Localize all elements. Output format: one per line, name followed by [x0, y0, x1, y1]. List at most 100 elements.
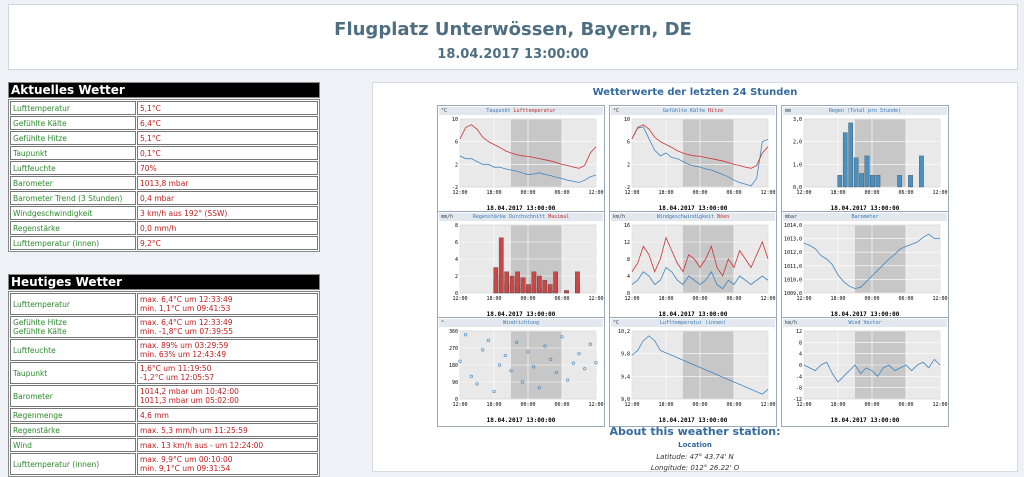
- row-label: Luftfeuchte: [10, 161, 136, 175]
- x-tick-label: 00:00: [692, 296, 707, 302]
- row-value: max. 6,4°C um 12:33:49 min. -1,8°C um 07:…: [137, 316, 318, 338]
- row-value: 4,6 mm: [137, 408, 318, 422]
- bar: [531, 271, 537, 294]
- chart-title-a: Lufttemperatur (innen): [659, 320, 727, 326]
- row-value-line: max. 6,4°C um 12:33:49: [140, 295, 233, 304]
- chart-title-a: Windrichtung: [502, 320, 540, 326]
- x-tick-label: 12:00: [452, 190, 467, 196]
- row-label: Lufttemperatur: [10, 293, 136, 315]
- row-value: 6,4°C: [137, 116, 318, 130]
- row-label-line: Lufttemperatur (innen): [13, 459, 100, 469]
- row-value-line: 1011,3 mbar um 05:02:00: [140, 396, 239, 405]
- chart-svg: -12 -8 -4 0 4 8 12 12:00 18:00 00:00 06:00 12:00: [793, 329, 948, 408]
- bar: [864, 155, 870, 188]
- row-label: Gefühlte Hitze Gefühlte Kälte: [10, 316, 136, 338]
- x-tick-label: 00:00: [864, 296, 879, 302]
- point: [549, 357, 553, 361]
- bar: [504, 271, 510, 294]
- row-value-line: min. 1,1°C um 09:41:53: [140, 304, 231, 313]
- chart-title-bar: °C Lufttemperatur (innen): [611, 319, 775, 327]
- today-row: Wind max. 13 km/h aus - um 12:24:00: [10, 438, 318, 452]
- y-tick-label: 0: [799, 363, 802, 369]
- row-label: Lufttemperatur (innen): [10, 453, 136, 475]
- chart-title-b: Böen: [717, 214, 730, 220]
- y-tick-label: 1,0: [793, 162, 802, 168]
- y-tick-label: 1009,0: [784, 291, 802, 297]
- x-tick-label: 18:00: [658, 296, 673, 302]
- y-tick-label: 8: [455, 223, 458, 229]
- x-tick-label: 18:00: [658, 402, 673, 408]
- y-tick-label: 3,0: [793, 117, 802, 123]
- chart-unit: mbar: [785, 214, 798, 220]
- row-value: 1,6°C um 11:19:50 -1,2°C um 12:05:57: [137, 362, 318, 384]
- today-weather-title: Heutiges Wetter: [8, 274, 320, 290]
- chart-unit: °: [441, 320, 445, 326]
- point: [503, 353, 507, 358]
- y-tick-label: 2: [455, 162, 458, 168]
- current-row: Luftfeuchte 70%: [10, 161, 318, 175]
- y-tick-label: 2: [627, 162, 630, 168]
- bar: [897, 175, 902, 188]
- x-tick-label: 06:00: [726, 402, 741, 408]
- x-tick-label: 06:00: [898, 296, 913, 302]
- y-tick-label: 8: [799, 340, 802, 346]
- y-tick-label: 180: [449, 363, 458, 369]
- row-value: 1013,8 mbar: [137, 176, 318, 190]
- row-value: 0,0 mm/h: [137, 221, 318, 235]
- chart-svg: 0 4 8 12 16 12:00 18:00 00:00 06:00 12:00: [624, 223, 776, 302]
- x-tick-label: 06:00: [726, 190, 741, 196]
- charts-panel: Wetterwerte der letzten 24 Stunden About…: [372, 82, 1018, 472]
- bar: [853, 157, 859, 188]
- today-row: Regenmenge 4,6 mm: [10, 408, 318, 422]
- x-tick-label: 00:00: [692, 402, 707, 408]
- x-tick-label: 12:00: [796, 296, 811, 302]
- chart-date-label: 18.04.2017 13:00:00: [658, 417, 728, 424]
- today-row: Regenstärke max. 5,3 mm/h um 11:25:59: [10, 423, 318, 437]
- x-tick-label: 00:00: [692, 190, 707, 196]
- chart-date-label: 18.04.2017 13:00:00: [486, 311, 556, 318]
- chart-svg: 0 2 4 6 8 12:00 18:00 00:00 06:00 12:00: [452, 223, 603, 302]
- chart-title-bar: °C Taupunkt Lufttemperatur: [439, 107, 603, 115]
- chart-svg: 0 90 180 270 360 12:00 18:00 00:00 06:00 12:00: [449, 329, 604, 408]
- chart-5: mbar Barometer 1009,0 1010,0 1011,0 1012,0 10…: [781, 211, 949, 321]
- row-value: max. 5,3 mm/h um 11:25:59: [137, 423, 318, 437]
- chart-title-b: Hitze: [708, 108, 724, 114]
- x-tick-label: 12:00: [452, 296, 467, 302]
- row-value: 5,1°C: [137, 131, 318, 145]
- current-weather-title: Aktuelles Wetter: [8, 82, 320, 98]
- point: [464, 333, 468, 337]
- row-value-line: 4,6 mm: [140, 410, 169, 420]
- series-line: [803, 358, 941, 383]
- x-tick-label: 00:00: [520, 296, 535, 302]
- x-tick-label: 06:00: [726, 296, 741, 302]
- latitude: Latitude: 47° 43.74' N: [656, 453, 734, 461]
- y-tick-label: 10: [624, 117, 630, 123]
- night-shade: [683, 331, 734, 399]
- today-row: Lufttemperatur (innen) max. 9,9°C um 00:1…: [10, 453, 318, 475]
- bar: [526, 284, 531, 294]
- row-label: Lufttemperatur: [10, 101, 136, 115]
- chart-date-label: 18.04.2017 13:00:00: [486, 417, 556, 424]
- y-tick-label: 0: [455, 397, 458, 403]
- bar: [837, 175, 843, 188]
- x-tick-label: 12:00: [588, 296, 603, 302]
- y-tick-label: -2: [624, 185, 630, 191]
- chart-date-label: 18.04.2017 13:00:00: [830, 311, 900, 318]
- row-value: 70%: [137, 161, 318, 175]
- point: [481, 348, 485, 352]
- row-label: Barometer: [10, 176, 136, 190]
- x-tick-label: 12:00: [796, 190, 811, 196]
- chart-title-a: Gefühlte Kälte: [662, 108, 706, 114]
- bar: [842, 132, 848, 188]
- chart-7: °C Lufttemperatur (innen) 9,0 9,4 9,8 10,2 12…: [609, 317, 777, 427]
- point: [526, 350, 530, 354]
- row-value: 0,4 mbar: [137, 191, 318, 205]
- about-title: About this weather station:: [609, 425, 781, 438]
- row-value: max. 6,4°C um 12:33:49 min. 1,1°C um 09:4…: [137, 293, 318, 315]
- y-tick-label: 0: [627, 291, 630, 297]
- x-tick-label: 00:00: [864, 190, 879, 196]
- series-line: [631, 124, 769, 169]
- row-label: Lufttemperatur (innen): [10, 236, 136, 250]
- x-tick-label: 12:00: [624, 296, 639, 302]
- y-tick-label: 0: [455, 291, 458, 297]
